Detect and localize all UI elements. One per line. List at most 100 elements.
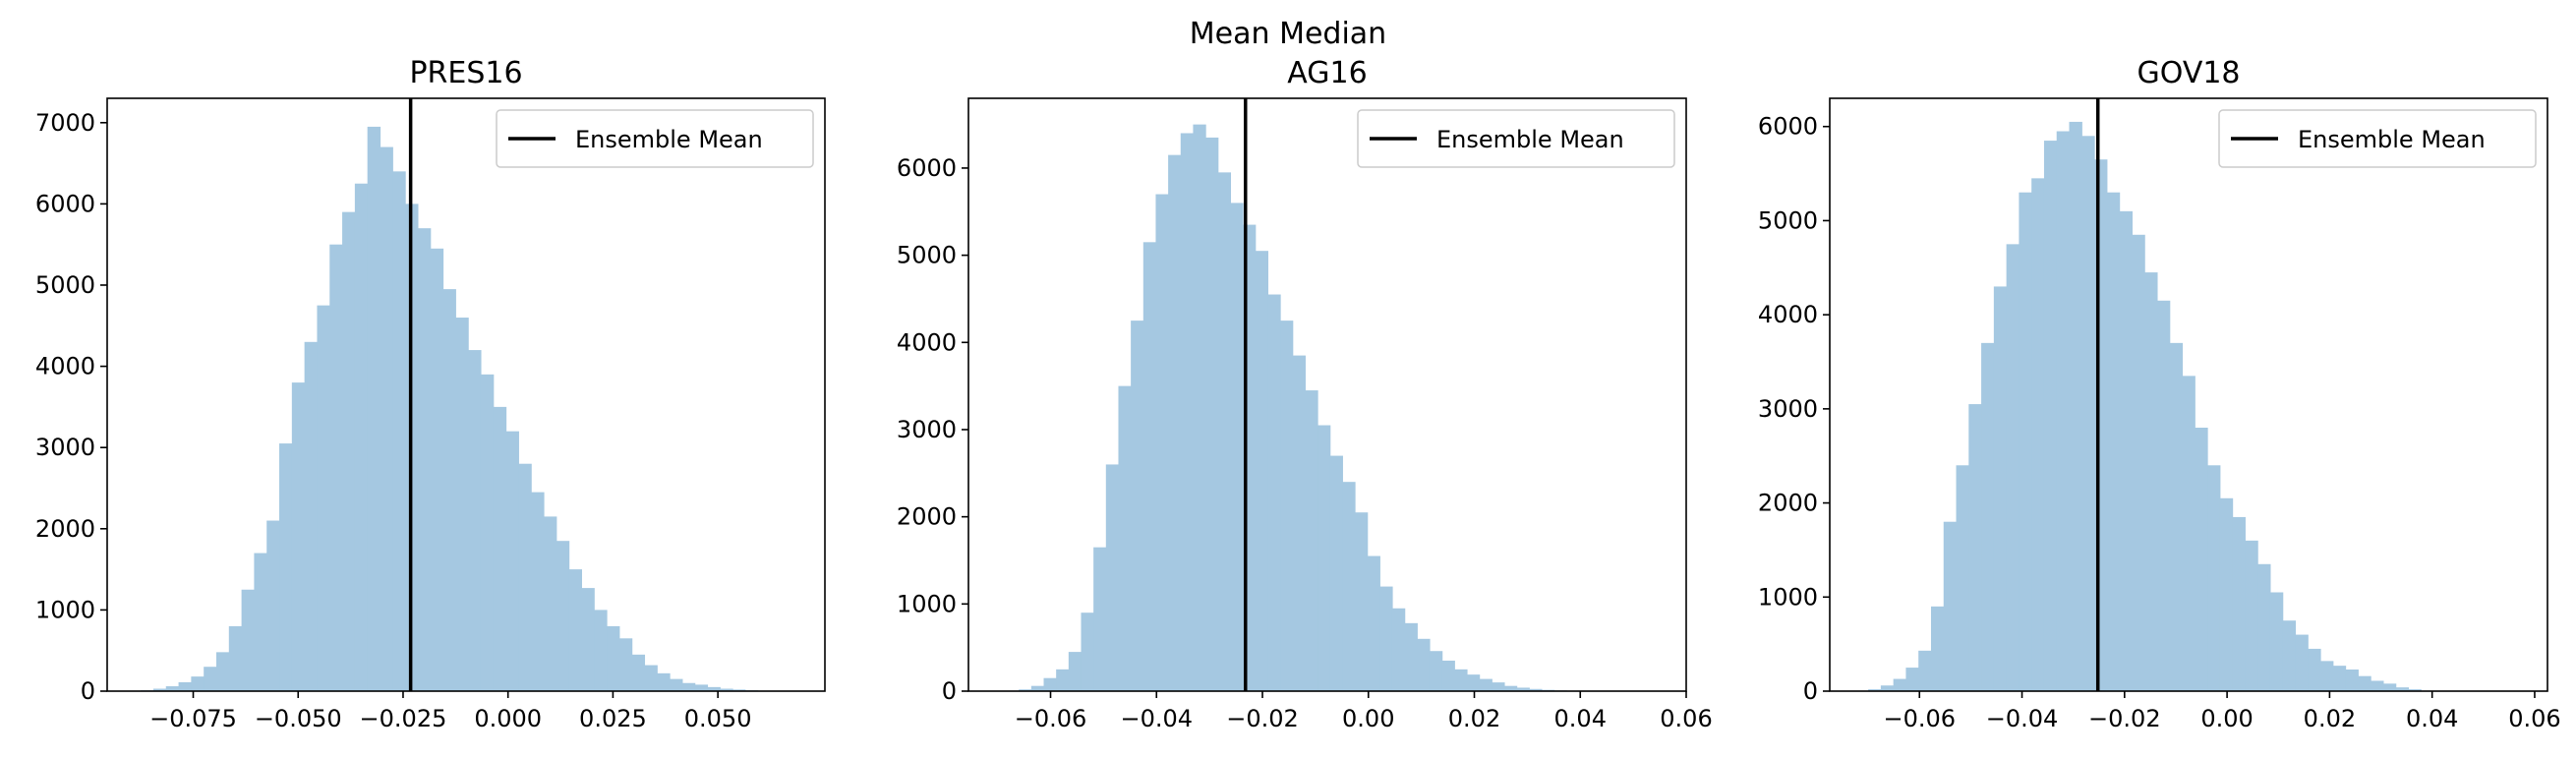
histogram-bar [266,520,280,691]
histogram-bar [1155,194,1169,691]
histogram-bar [468,350,482,691]
histogram-bar [670,678,683,691]
histogram-bar [241,589,256,691]
histogram-bar [354,183,369,691]
histogram-bar [505,431,519,691]
histogram-bar [1503,685,1518,691]
legend-box [1357,109,1675,168]
histogram-bar [644,665,658,691]
histogram-bar [1180,133,1195,691]
histogram-bar [2182,376,2195,691]
histogram-bar [1131,321,1144,691]
subplot-pres16: PRES16 −0.075 −0.050 −0.025 0.000 0.025 0.050 0… [35,56,826,732]
histogram-bar [1918,650,1932,691]
histogram-bar [594,610,608,691]
legend: Ensemble Mean [2218,109,2537,168]
y-tick-label: 6000 [1758,113,1818,141]
histogram-bar [329,244,343,691]
axes-frame [106,97,826,692]
y-tick-label: 2000 [897,503,957,531]
histogram-bar [1466,674,1481,691]
histogram-bar [2219,497,2234,691]
histogram-bar [2345,669,2359,691]
histogram-bar [2132,234,2145,692]
histogram-bar [2106,192,2121,691]
legend: Ensemble Mean [496,109,814,168]
histogram-bar [1956,465,1969,691]
histogram-bar [607,625,620,691]
histogram-bar [204,667,217,691]
histogram-bar [215,652,230,691]
x-tick-label: 0.04 [1554,705,1607,732]
histogram-bar [568,569,582,691]
histogram-bar [1230,203,1244,692]
histogram-bar [165,686,180,691]
histogram-bar [1943,521,1958,691]
histogram-bar [1217,172,1232,691]
x-tick-label: 0.02 [1448,705,1500,732]
subplot-title: GOV18 [2137,56,2240,90]
histogram-bar [1105,464,1120,691]
histogram-bar [1492,682,1505,691]
x-tick-label: 0.025 [579,705,647,732]
histogram-bar [1292,355,1306,691]
histogram-bar [2232,516,2246,691]
y-tick-label: 6000 [35,190,95,217]
histogram-bar [480,374,495,691]
histogram-bar [2245,540,2258,691]
histogram-bar [430,248,444,691]
histogram-bar [2371,680,2384,691]
y-tick-label: 7000 [35,109,95,137]
histogram-bar [1168,154,1182,691]
histogram-bar [367,126,381,692]
histogram-bar [2069,121,2082,691]
histogram-bar [657,672,671,691]
histogram-bars [1019,124,1580,692]
x-tick-label: −0.075 [149,705,237,732]
x-tick-label: 0.06 [2508,705,2560,732]
histogram-bar [1267,294,1281,691]
histogram-bar [1993,286,2008,691]
legend-label: Ensemble Mean [2298,126,2486,153]
y-tick-label: 2000 [1758,490,1818,517]
histogram-bar [1355,512,1369,691]
histogram-bar [720,688,733,691]
histogram-bar [2295,634,2309,691]
histogram-bar [1342,482,1356,691]
histogram-bar [518,463,532,691]
y-tick-label: 2000 [35,515,95,543]
histogram-bar [178,681,192,691]
histogram-bar [342,211,356,691]
x-tick-label: 0.000 [474,705,542,732]
histogram-bar [304,341,319,691]
histogram-bar [1454,669,1468,691]
histogram-bar [2408,689,2422,691]
histogram-bar [1205,137,1219,691]
histogram-bar [2358,675,2371,691]
histogram-bar [2031,178,2045,691]
histogram-bar [1367,555,1380,691]
y-tick-label: 0 [1803,677,1818,705]
y-tick-label: 5000 [35,271,95,299]
histogram-bar [380,146,393,691]
x-tick-label: 0.06 [1660,705,1712,732]
y-tick-label: 4000 [35,353,95,380]
x-tick-label: 0.050 [684,705,752,732]
histogram-bar [2308,648,2321,691]
histogram-bar [417,228,432,692]
histogram-bar [581,588,595,691]
histogram-bar [2169,342,2184,691]
x-tick-label: −0.025 [360,705,447,732]
histogram-bar [455,318,469,691]
y-tick-label: 6000 [897,154,957,182]
y-tick-label: 1000 [35,596,95,623]
histogram-bar [254,553,267,691]
histogram-bar [732,689,746,691]
histogram-bar [1019,689,1032,691]
subplots: PRES16−0.075 −0.050 −0.025 0.000 0.025 0.0500… [35,56,2561,732]
subplot-title: AG16 [1287,56,1367,90]
histogram-bar [2043,141,2058,692]
histogram-bar [2282,620,2297,691]
x-tick-label: 0.02 [2304,705,2356,732]
histogram-bar [1417,638,1431,691]
